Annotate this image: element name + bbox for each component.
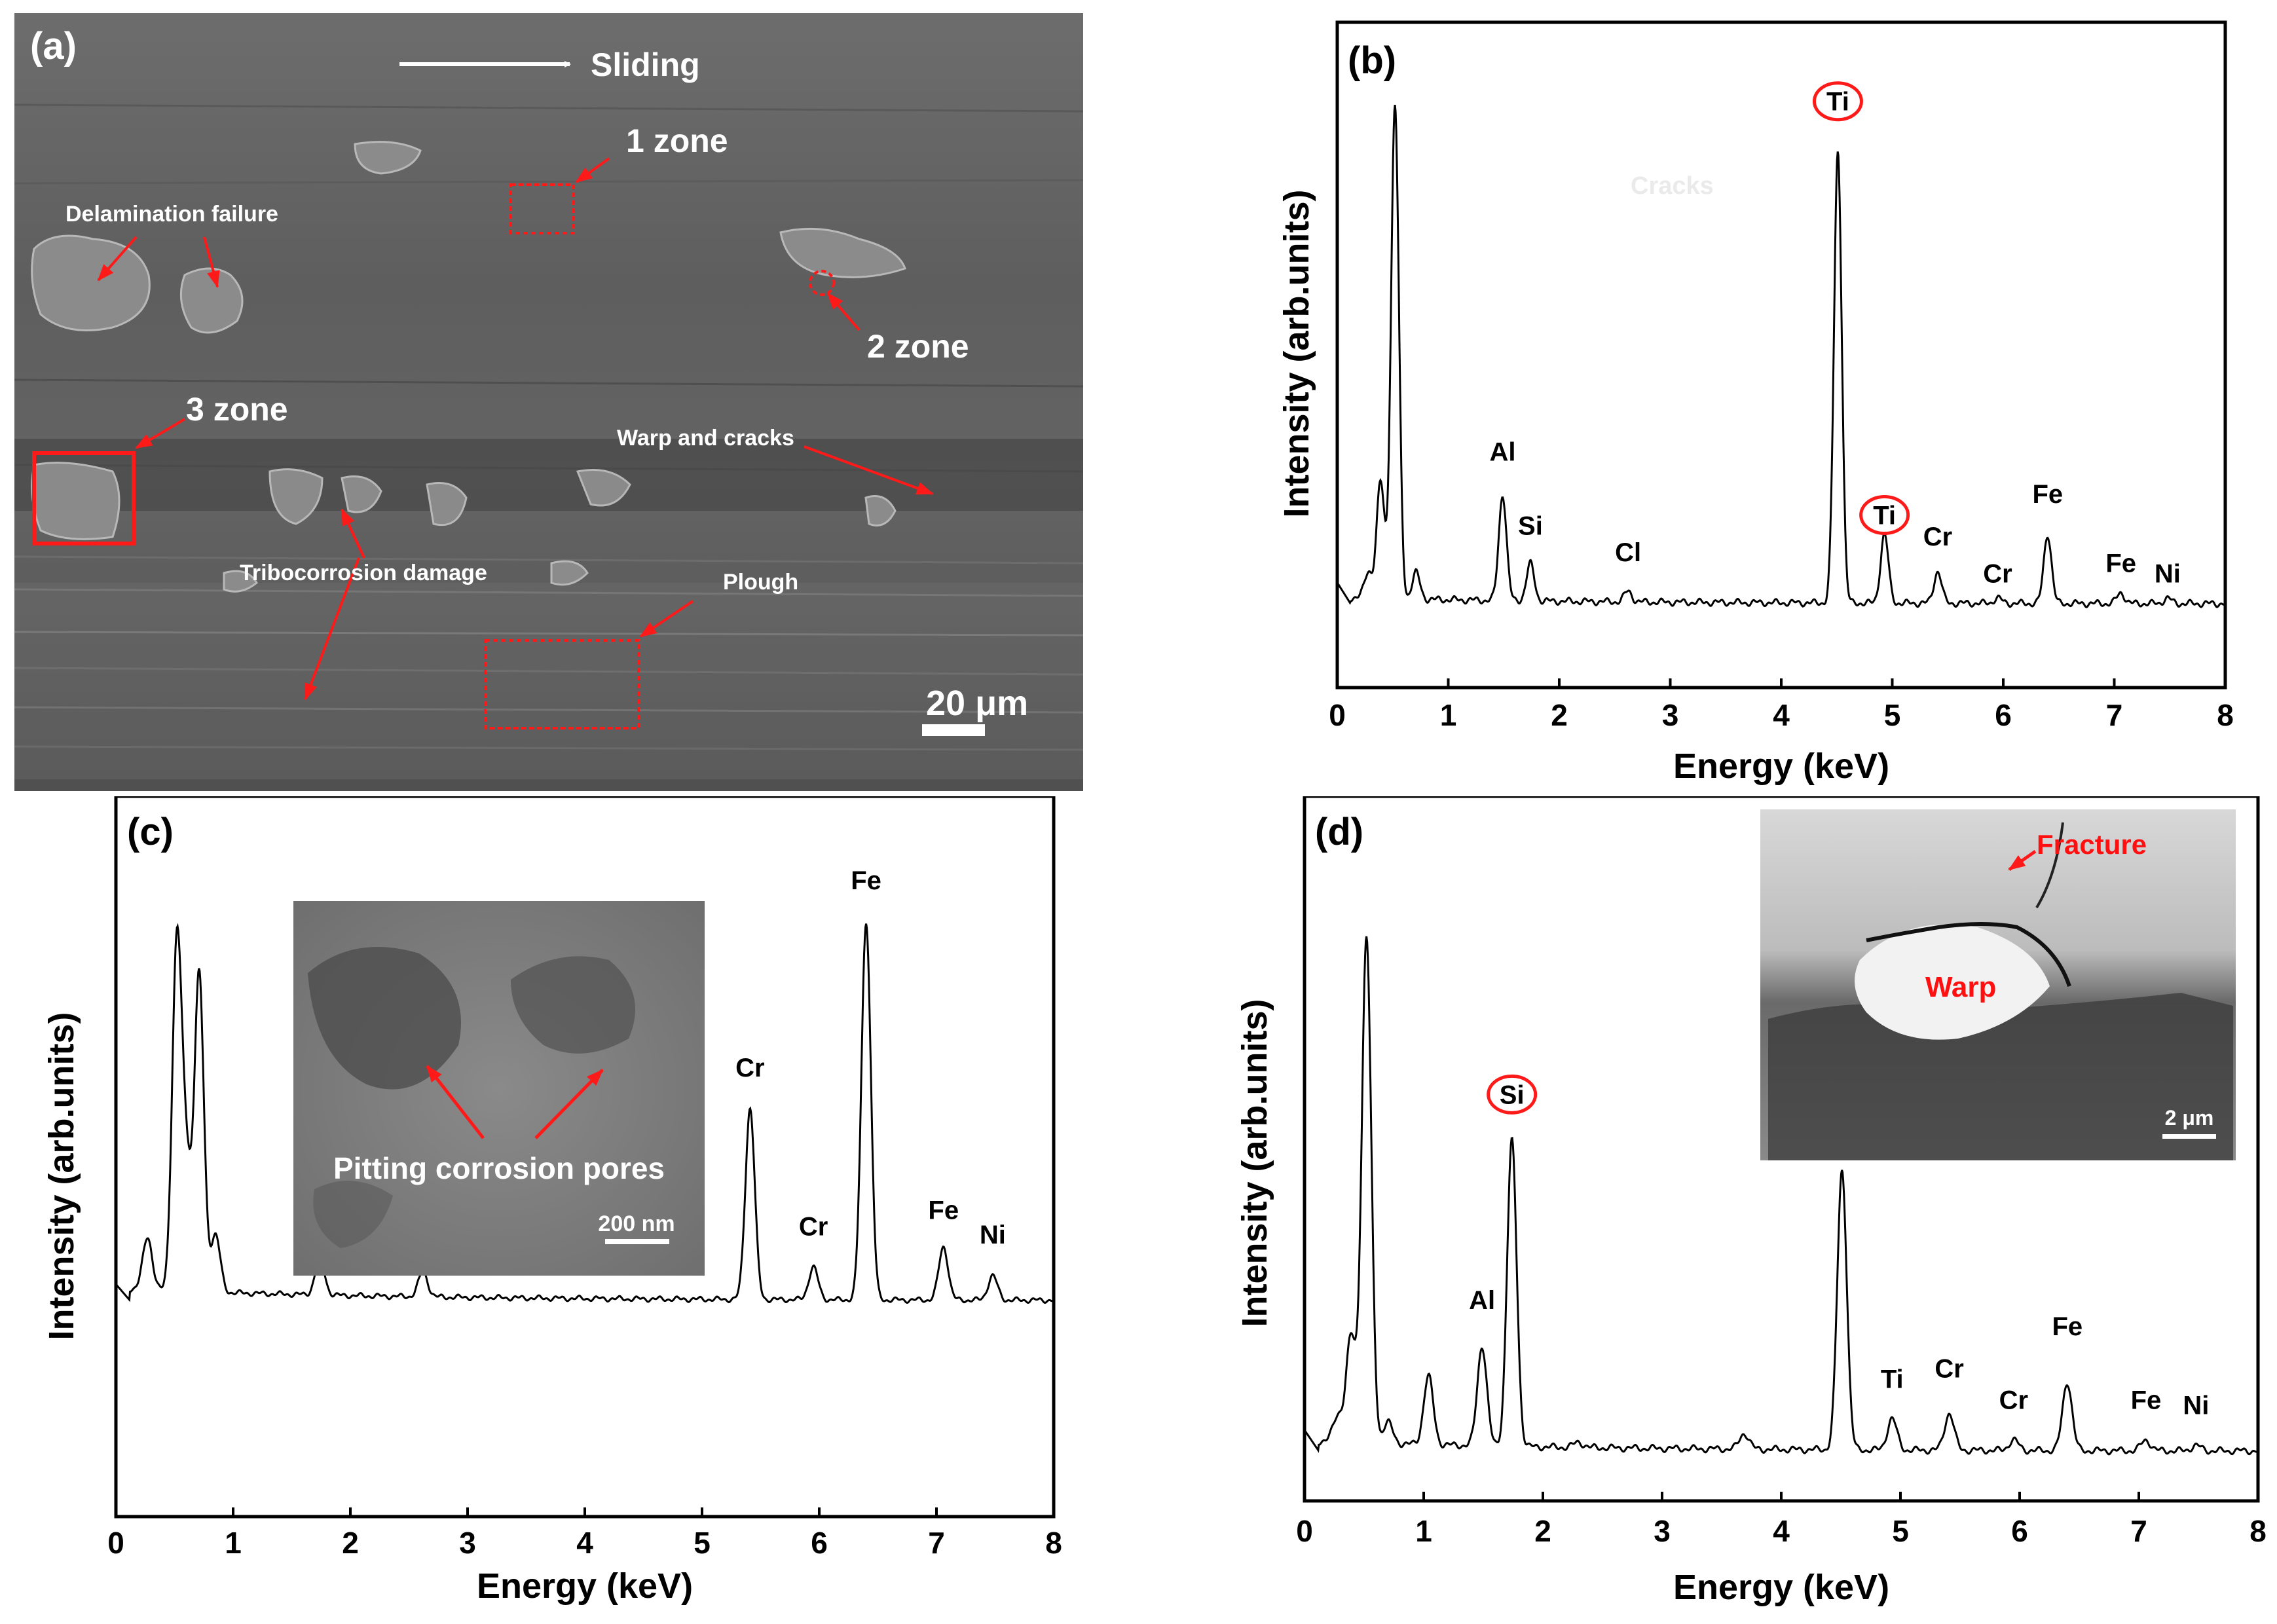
ghost-text-b: Cracks bbox=[1631, 172, 1714, 200]
fracture-label: Fracture bbox=[2037, 829, 2147, 860]
plot-frame-b bbox=[1335, 20, 2227, 690]
x-tick-label: 7 bbox=[2130, 1514, 2147, 1548]
x-tick-label: 1 bbox=[225, 1526, 242, 1560]
x-tick-label: 1 bbox=[1415, 1514, 1432, 1548]
spectrum-line-b bbox=[1336, 104, 2227, 608]
x-tick-label: 6 bbox=[2011, 1514, 2028, 1548]
tribocorrosion-label: Tribocorrosion damage bbox=[240, 561, 487, 585]
warp-scale: 2 μm bbox=[2165, 1106, 2214, 1130]
peak-label: Fe bbox=[2131, 1386, 2162, 1415]
x-tick-label: 4 bbox=[1773, 698, 1790, 732]
peak-label: Fe bbox=[851, 866, 881, 895]
x-ticks-b: 0 1 2 3 4 5 6 7 8 bbox=[1329, 678, 2234, 732]
y-axis-title-b: Intensity (arb.units) bbox=[1277, 189, 1316, 517]
delamination-label: Delamination failure bbox=[65, 202, 278, 227]
x-tick-label: 5 bbox=[1892, 1514, 1909, 1548]
sem-image-panel-a: (a) Sliding 1 zone 2 zone 3 zone Delamin… bbox=[14, 13, 1083, 791]
warp-cracks-label: Warp and cracks bbox=[617, 426, 794, 451]
x-tick-label: 4 bbox=[576, 1526, 593, 1560]
x-tick-label: 3 bbox=[459, 1526, 476, 1560]
peak-label: Cl bbox=[1615, 538, 1641, 567]
peak-label: Si bbox=[1500, 1080, 1525, 1109]
x-axis-title-c: Energy (keV) bbox=[477, 1566, 693, 1606]
x-tick-label: 2 bbox=[342, 1526, 359, 1560]
peak-label: Ti bbox=[1881, 1365, 1904, 1394]
peak-label: Cr bbox=[735, 1054, 764, 1082]
peak-label: Al bbox=[1490, 437, 1516, 466]
peak-label: Ni bbox=[980, 1221, 1006, 1249]
peak-label: Cr bbox=[1999, 1386, 2028, 1415]
pitting-inset: Pitting corrosion pores 200 nm bbox=[293, 901, 705, 1276]
y-axis-title-d: Intensity (arb.units) bbox=[1235, 999, 1274, 1327]
x-tick-label: 8 bbox=[2249, 1514, 2267, 1548]
peak-label: Fe bbox=[2052, 1312, 2083, 1341]
peak-highlight-circle bbox=[1859, 495, 1910, 535]
x-tick-label: 3 bbox=[1662, 698, 1679, 732]
peak-label: Cr bbox=[1923, 523, 1952, 551]
panel-label-a: (a) bbox=[30, 25, 77, 67]
zone3-label: 3 zone bbox=[186, 391, 288, 428]
y-axis-title-c: Intensity (arb.units) bbox=[42, 1012, 81, 1340]
peak-label: Ni bbox=[2183, 1392, 2209, 1420]
peak-label: Fe bbox=[928, 1196, 959, 1225]
peak-label: Fe bbox=[2105, 549, 2136, 578]
panel-label-d: (d) bbox=[1315, 811, 1363, 853]
x-tick-label: 2 bbox=[1534, 1514, 1551, 1548]
peak-highlight-circle bbox=[1487, 1074, 1538, 1115]
x-tick-label: 0 bbox=[1329, 698, 1346, 732]
peak-label: Fe bbox=[2032, 480, 2063, 509]
x-tick-label: 6 bbox=[811, 1526, 828, 1560]
sliding-label: Sliding bbox=[591, 46, 700, 83]
x-tick-label: 7 bbox=[2106, 698, 2123, 732]
x-tick-label: 7 bbox=[928, 1526, 945, 1560]
peak-label: Si bbox=[1518, 512, 1543, 541]
peak-label: Ti bbox=[1873, 502, 1896, 530]
zone1-label: 1 zone bbox=[626, 122, 728, 159]
x-tick-label: 0 bbox=[1296, 1514, 1313, 1548]
spectrum-line-c bbox=[115, 923, 1055, 1304]
spectrum-panel-b: (b) Cracks 0 1 2 3 4 5 6 7 8 Al Si Cl Ti Ti Cr Cr Fe Fe N… bbox=[1277, 20, 2234, 786]
zone2-label: 2 zone bbox=[867, 328, 969, 365]
panel-label-b: (b) bbox=[1348, 39, 1396, 82]
x-tick-label: 5 bbox=[694, 1526, 711, 1560]
panel-label-c: (c) bbox=[127, 811, 174, 853]
pitting-caption: Pitting corrosion pores bbox=[333, 1151, 665, 1185]
peak-highlight-circle bbox=[1812, 81, 1863, 122]
x-tick-label: 4 bbox=[1773, 1514, 1790, 1548]
x-ticks-c: 0 1 2 3 4 5 6 7 8 bbox=[107, 1507, 1062, 1560]
scale-bar-label: 20 μm bbox=[926, 684, 1028, 723]
x-tick-label: 3 bbox=[1654, 1514, 1671, 1548]
x-axis-title-b: Energy (keV) bbox=[1673, 747, 1889, 786]
x-tick-label: 2 bbox=[1551, 698, 1568, 732]
peak-label: Al bbox=[1469, 1286, 1495, 1315]
x-ticks-d: 0 1 2 3 4 5 6 7 8 bbox=[1296, 1492, 2267, 1548]
peak-label: Cr bbox=[1983, 560, 2012, 589]
warp-inset: Fracture Warp 2 μm bbox=[1760, 809, 2236, 1160]
x-tick-label: 6 bbox=[1995, 698, 2012, 732]
plough-label: Plough bbox=[723, 570, 798, 595]
x-tick-label: 1 bbox=[1440, 698, 1457, 732]
peak-label: Ni bbox=[2155, 560, 2181, 589]
x-tick-label: 8 bbox=[2217, 698, 2234, 732]
x-tick-label: 0 bbox=[107, 1526, 124, 1560]
spectrum-line-d bbox=[1303, 936, 2259, 1456]
warp-label: Warp bbox=[1925, 971, 1996, 1003]
peak-label: Cr bbox=[799, 1212, 828, 1241]
peak-label: Cr bbox=[1935, 1354, 1963, 1383]
x-tick-label: 8 bbox=[1045, 1526, 1062, 1560]
x-axis-title-d: Energy (keV) bbox=[1673, 1568, 1889, 1607]
peak-label: Ti bbox=[1826, 88, 1849, 117]
peak-labels-b: Al Si Cl Ti Ti Cr Cr Fe Fe Ni bbox=[1490, 81, 2181, 589]
x-tick-label: 5 bbox=[1884, 698, 1901, 732]
pitting-scale: 200 nm bbox=[598, 1211, 675, 1236]
